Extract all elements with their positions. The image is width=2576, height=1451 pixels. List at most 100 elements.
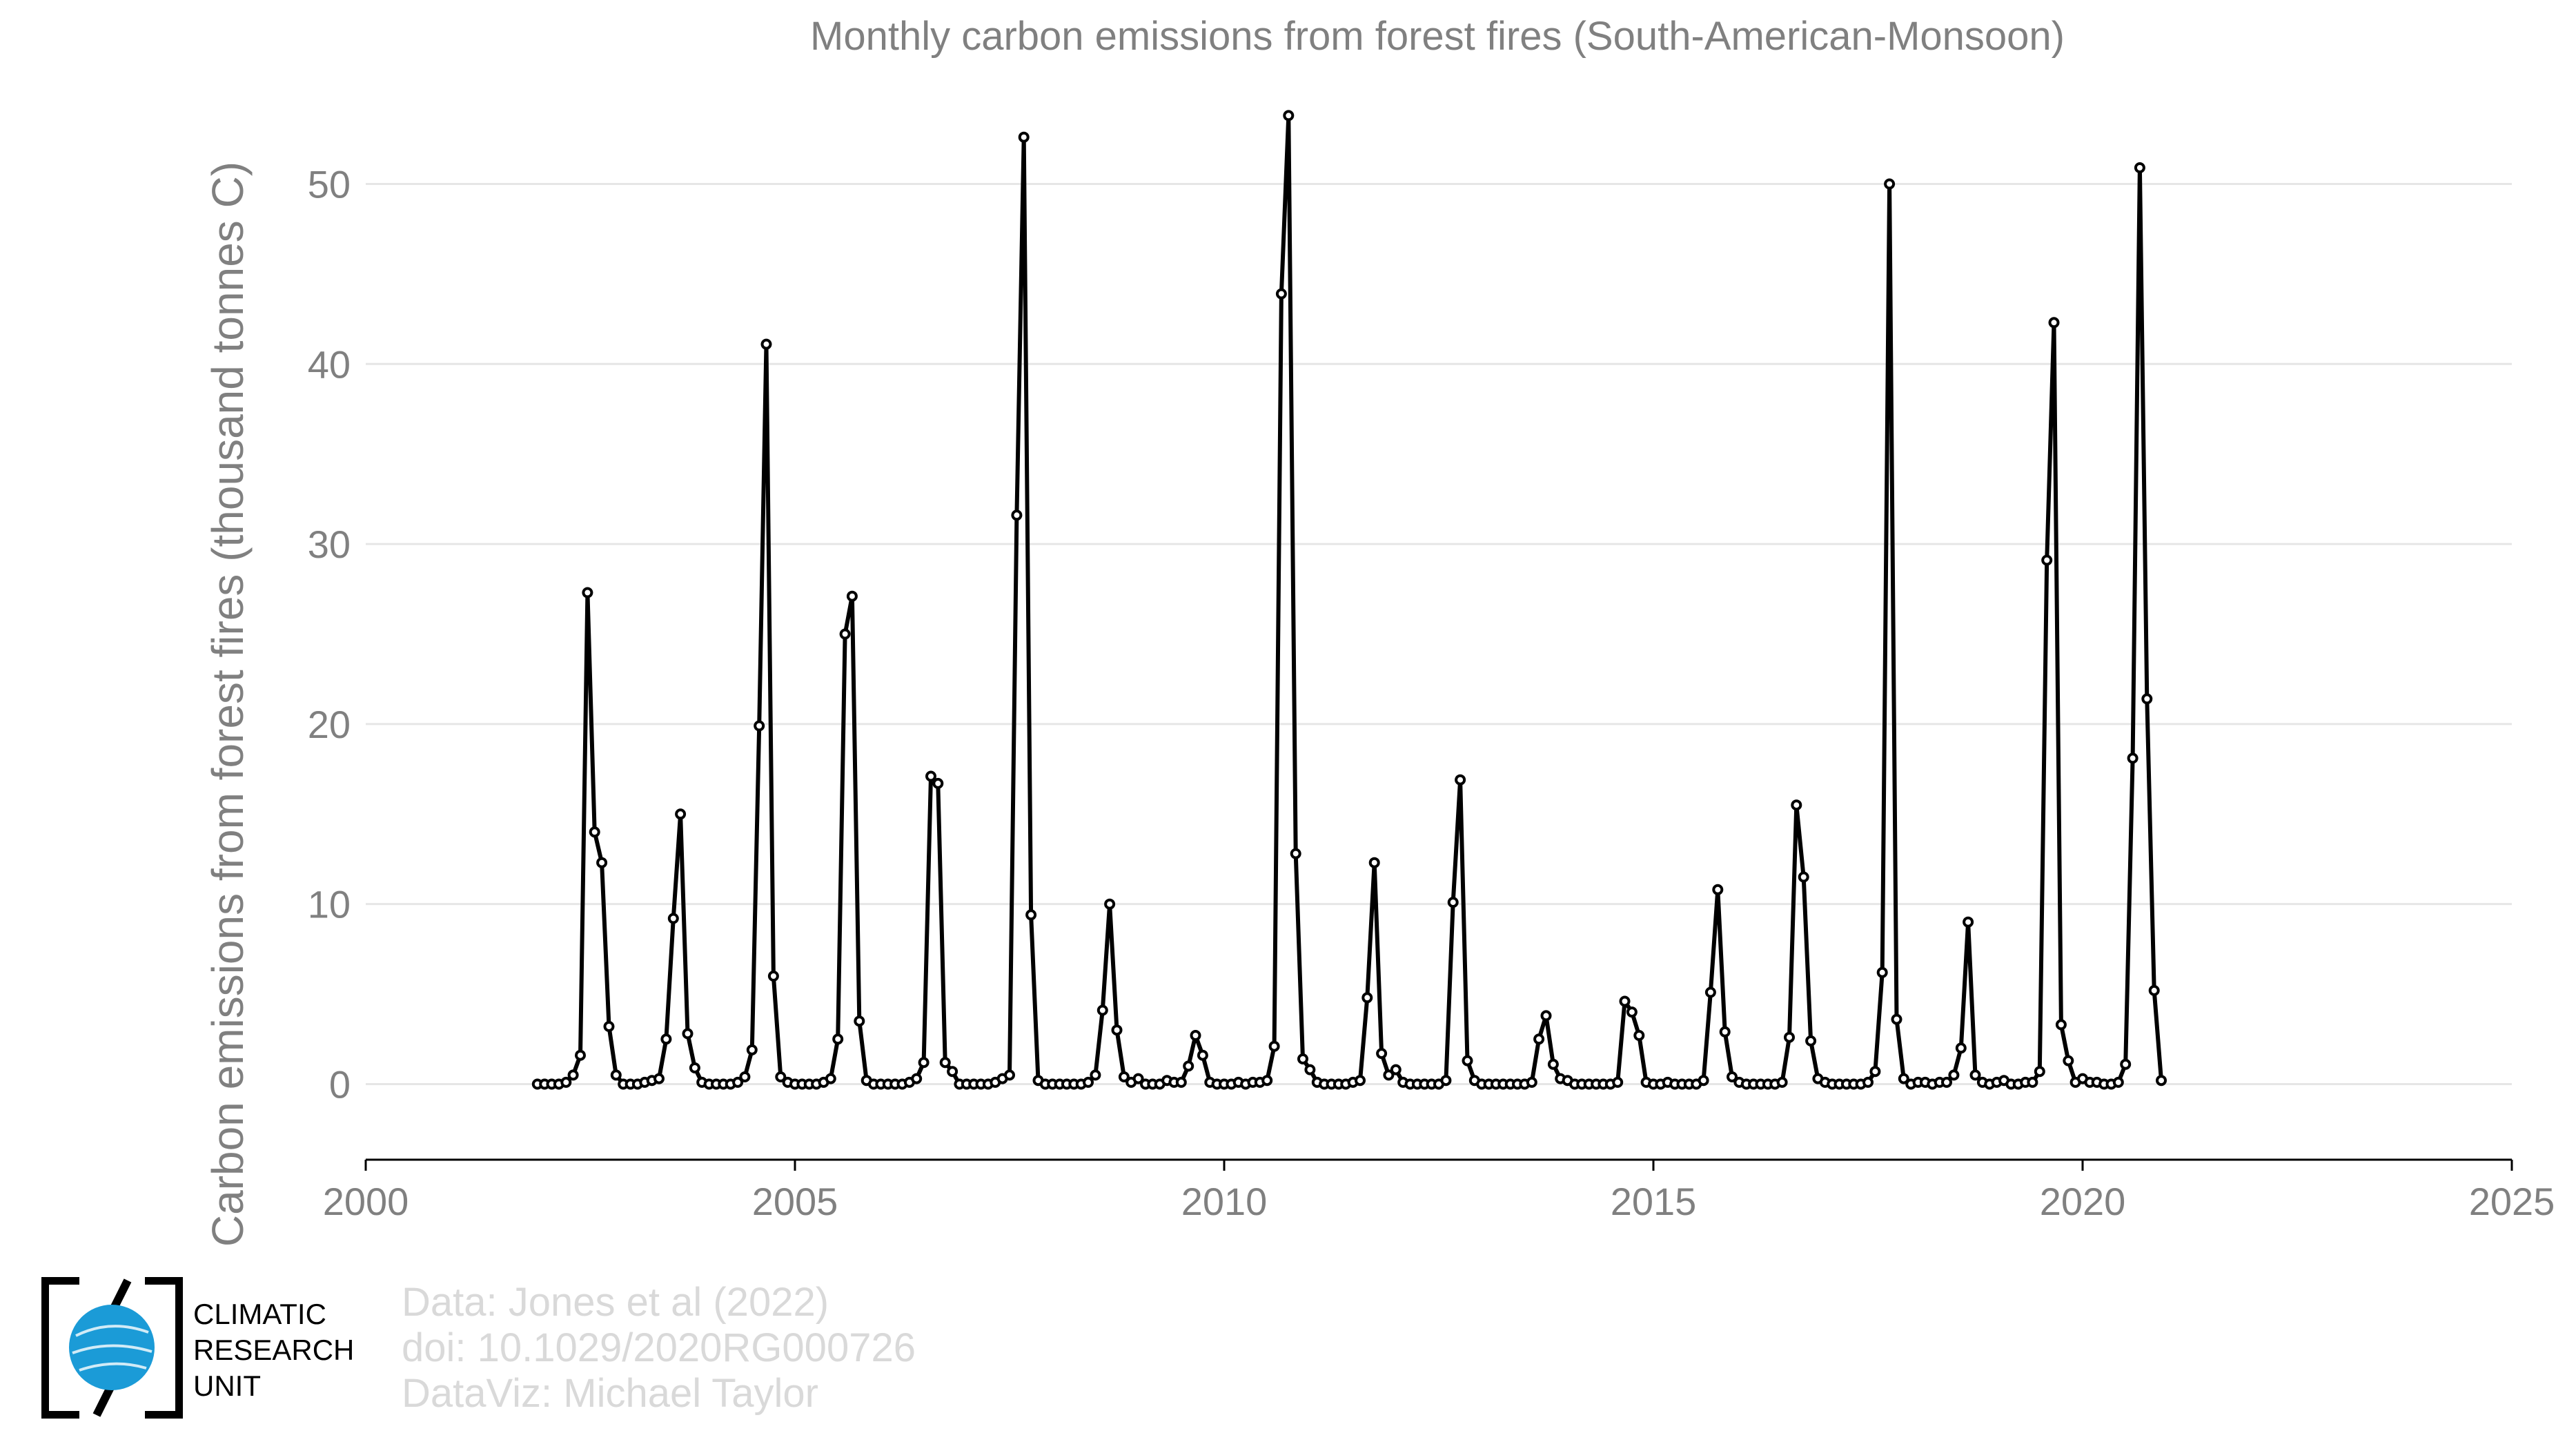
data-point [939, 1057, 951, 1069]
data-point [1540, 1010, 1552, 1022]
data-point [689, 1062, 700, 1073]
data-point [760, 338, 772, 350]
logo-text-line1: CLIMATIC [193, 1298, 326, 1330]
y-tick-label: 0 [329, 1062, 351, 1106]
data-point [603, 1021, 615, 1032]
data-point [2134, 162, 2145, 173]
data-point [911, 1073, 923, 1084]
data-point [925, 770, 936, 782]
data-point [1104, 898, 1116, 910]
data-point [1626, 1006, 1638, 1018]
data-point [2048, 317, 2060, 329]
logo-text-line2: RESEARCH [193, 1334, 355, 1366]
data-point [2120, 1058, 2132, 1070]
data-point [775, 1071, 787, 1082]
data-point [1798, 871, 1809, 883]
data-point [1704, 986, 1716, 998]
data-point [839, 628, 851, 640]
data-point [675, 808, 687, 820]
y-tick-label: 30 [308, 523, 351, 566]
cru-logo [41, 1276, 184, 1419]
data-point [1547, 1058, 1559, 1070]
data-point [1440, 1075, 1452, 1087]
data-point [746, 1044, 758, 1055]
data-point [1884, 178, 1896, 190]
logo-slash-bottom [92, 1385, 115, 1417]
data-point [1083, 1076, 1094, 1088]
data-point [1132, 1073, 1144, 1084]
gridlines [366, 182, 2512, 1085]
data-point [1776, 1076, 1788, 1088]
data-point [1297, 1053, 1308, 1064]
data-point [2127, 752, 2139, 764]
data-point [932, 777, 944, 789]
data-point [1712, 884, 1724, 895]
data-point [1025, 909, 1037, 921]
logo-bracket-right [145, 1276, 184, 1419]
data-point [667, 913, 679, 924]
data-point [767, 971, 779, 982]
data-point [1004, 1069, 1015, 1081]
data-point [2027, 1076, 2038, 1088]
x-axis-ticks: 2000 2005 2010 2015 2020 2025 [323, 1160, 2555, 1223]
data-point [1784, 1031, 1795, 1043]
data-point [1376, 1048, 1388, 1060]
data-point [1090, 1069, 1101, 1081]
credit-data-source: Data: Jones et al (2022) [402, 1280, 829, 1325]
data-point [653, 1073, 665, 1084]
data-point [2148, 984, 2160, 996]
data-point [1963, 916, 1974, 928]
data-point [682, 1028, 694, 1040]
data-point [732, 1076, 744, 1088]
data-point [832, 1033, 844, 1045]
data-point [1955, 1042, 1967, 1054]
data-point [1462, 1055, 1473, 1067]
data-points [531, 110, 2167, 1090]
data-point [1876, 966, 1888, 978]
data-point [1948, 1069, 1960, 1081]
y-tick-label: 40 [308, 342, 351, 386]
data-point [1268, 1040, 1280, 1052]
data-point [739, 1071, 751, 1082]
data-point [918, 1057, 930, 1069]
data-point [567, 1069, 579, 1081]
chart-title: Monthly carbon emissions from forest fir… [810, 14, 2065, 59]
data-point [2034, 1066, 2045, 1078]
data-point [1290, 848, 1301, 859]
x-tick-label: 2025 [2469, 1180, 2555, 1223]
data-point [582, 587, 593, 598]
data-point [2063, 1055, 2074, 1067]
data-point [1011, 509, 1023, 521]
data-point [1018, 131, 1030, 143]
data-point [2141, 693, 2153, 705]
data-point [1390, 1064, 1402, 1075]
data-point [1969, 1069, 1981, 1081]
credit-doi: doi: 10.1029/2020RG000726 [402, 1325, 916, 1370]
data-point [596, 857, 608, 868]
logo-slash-top [110, 1278, 132, 1310]
x-tick-label: 2000 [323, 1180, 409, 1223]
data-point [610, 1069, 622, 1081]
data-point [1383, 1069, 1395, 1081]
logo-text: CLIMATIC RESEARCH UNIT [193, 1296, 354, 1404]
data-point [1612, 1076, 1624, 1088]
data-point [1447, 897, 1459, 908]
data-point [1533, 1033, 1545, 1045]
data-point [1805, 1035, 1817, 1046]
data-point [1190, 1030, 1201, 1041]
y-axis-ticks: 0 10 20 30 40 50 [308, 162, 351, 1106]
data-point [1727, 1071, 1738, 1082]
data-point [1898, 1073, 1909, 1084]
logo-text-line3: UNIT [193, 1370, 261, 1402]
data-point [1455, 774, 1466, 786]
y-axis-label: Carbon emissions from forest fires (thou… [203, 162, 253, 1247]
data-point [575, 1049, 586, 1061]
data-point [1698, 1075, 1709, 1087]
data-point [660, 1033, 672, 1045]
data-point [1633, 1030, 1645, 1041]
data-point [1283, 110, 1295, 121]
data-point [2112, 1076, 2124, 1088]
x-tick-label: 2005 [752, 1180, 838, 1223]
data-point [1368, 857, 1380, 868]
